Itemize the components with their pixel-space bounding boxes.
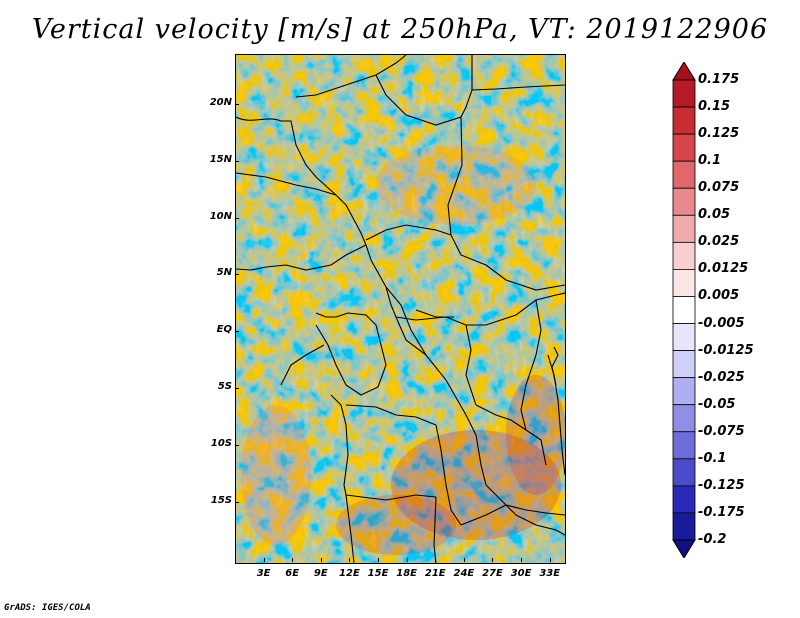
colorbar-label: 0.05 bbox=[698, 207, 731, 223]
colorbar-label: 0.125 bbox=[698, 126, 740, 142]
colorbar-max-arrow bbox=[672, 61, 696, 81]
lon-tick-label: 33E bbox=[539, 568, 561, 579]
colorbar-label: 0.175 bbox=[698, 72, 740, 87]
lon-tick-label: 9E bbox=[313, 568, 328, 579]
lat-tick-label: 15S bbox=[210, 494, 232, 506]
colorbar-segment bbox=[672, 512, 696, 541]
colorbar-segment bbox=[672, 187, 696, 216]
colorbar-label: -0.125 bbox=[698, 477, 745, 493]
lon-tick bbox=[463, 558, 465, 562]
lat-tick bbox=[235, 160, 239, 162]
colorbar-segment bbox=[672, 323, 696, 351]
lon-tick-label: 12E bbox=[339, 568, 360, 579]
lon-tick bbox=[320, 558, 322, 562]
colorbar-segment bbox=[672, 296, 696, 324]
lat-tick bbox=[235, 501, 239, 503]
lon-tick bbox=[549, 558, 551, 562]
colorbar-segment bbox=[672, 350, 696, 379]
velocity-field bbox=[236, 55, 565, 563]
colorbar-label: 0.1 bbox=[698, 153, 722, 169]
lat-tick bbox=[235, 331, 239, 333]
lon-tick-label: 18E bbox=[396, 568, 418, 579]
lat-tick bbox=[235, 388, 239, 390]
lat-tick-label: 10N bbox=[209, 210, 232, 222]
colorbar-segment bbox=[672, 160, 696, 189]
grads-credit: GrADS: IGES/COLA bbox=[4, 603, 91, 613]
colorbar-label: -0.05 bbox=[698, 396, 736, 412]
colorbar-label: -0.1 bbox=[698, 450, 727, 466]
colorbar-label: -0.005 bbox=[698, 315, 745, 331]
colorbar-segment bbox=[672, 377, 696, 406]
colorbar-label: 0.075 bbox=[698, 180, 740, 196]
lon-tick-label: 24E bbox=[453, 568, 475, 579]
map-panel bbox=[235, 54, 566, 564]
lon-tick-label: 30E bbox=[510, 568, 532, 579]
colorbar-segment bbox=[672, 214, 696, 243]
colorbar-min-arrow bbox=[672, 539, 696, 559]
lat-tick-label: 5S bbox=[217, 381, 232, 393]
lon-tick bbox=[492, 558, 494, 562]
lat-tick-label: 20N bbox=[209, 97, 232, 108]
colorbar-label: -0.025 bbox=[698, 369, 745, 385]
colorbar-segment bbox=[672, 431, 696, 460]
lat-tick bbox=[235, 444, 239, 446]
chart-title: Vertical velocity [m/s] at 250hPa, VT: 2… bbox=[31, 14, 769, 45]
lat-tick bbox=[235, 274, 239, 276]
lat-tick-label: 15N bbox=[209, 153, 232, 165]
colorbar-label: -0.0125 bbox=[698, 342, 754, 358]
colorbar bbox=[672, 61, 696, 559]
lon-tick bbox=[406, 558, 408, 562]
lat-tick bbox=[235, 217, 239, 219]
colorbar-segment bbox=[672, 485, 696, 514]
colorbar-label: -0.075 bbox=[698, 423, 745, 439]
colorbar-label: 0.15 bbox=[698, 99, 731, 115]
lat-tick-label: 10S bbox=[210, 437, 232, 449]
lon-tick bbox=[521, 558, 523, 562]
colorbar-segment bbox=[672, 458, 696, 487]
lon-tick bbox=[263, 558, 265, 562]
colorbar-segment bbox=[672, 133, 696, 162]
colorbar-segment bbox=[672, 404, 696, 433]
lon-tick bbox=[349, 558, 351, 562]
colorbar-segment bbox=[672, 241, 696, 270]
colorbar-segment bbox=[672, 79, 696, 108]
colorbar-label: 0.0125 bbox=[698, 261, 749, 277]
lon-tick bbox=[378, 558, 380, 562]
lat-tick-label: 5N bbox=[216, 267, 232, 279]
colorbar-label: 0.025 bbox=[698, 234, 740, 250]
lon-tick-label: 3E bbox=[256, 568, 271, 579]
lon-tick-label: 6E bbox=[285, 568, 300, 579]
colorbar-label: 0.005 bbox=[698, 288, 740, 304]
country-borders bbox=[236, 55, 565, 563]
colorbar-label: -0.2 bbox=[698, 532, 727, 547]
lon-tick bbox=[435, 558, 437, 562]
lon-tick-label: 27E bbox=[482, 568, 503, 579]
colorbar-segment bbox=[672, 106, 696, 135]
lon-tick-label: 21E bbox=[424, 568, 446, 579]
lon-tick bbox=[292, 558, 294, 562]
lat-tick-label: EQ bbox=[216, 324, 232, 336]
colorbar-label: -0.175 bbox=[698, 504, 745, 520]
lon-tick-label: 15E bbox=[367, 568, 389, 579]
lat-tick bbox=[235, 104, 239, 105]
colorbar-segment bbox=[672, 269, 696, 297]
